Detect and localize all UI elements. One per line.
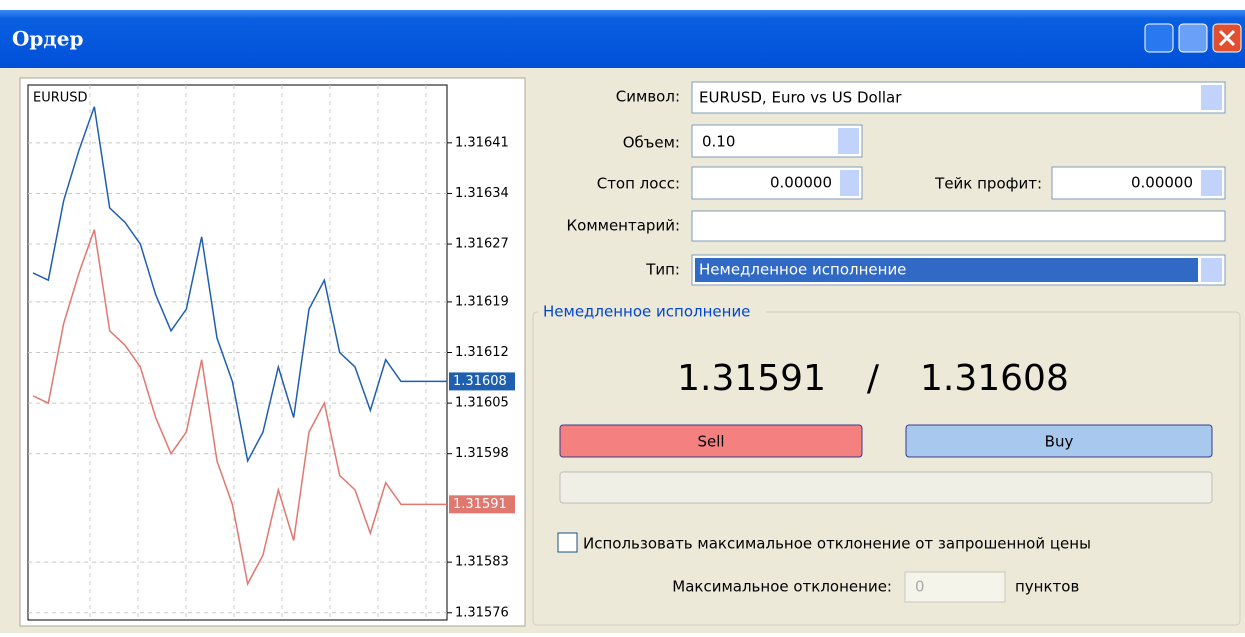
group-title: Немедленное исполнение (543, 303, 750, 321)
price-line (32, 229, 447, 587)
execution-group: Немедленное исполнение 1.31591 / 1.31608… (532, 302, 1241, 626)
price-tag (449, 372, 515, 391)
dropdown-arrow[interactable] (838, 128, 859, 154)
price-separator: / (867, 358, 880, 399)
type-highlight (695, 258, 1198, 282)
deviation-unit: пунктов (1015, 578, 1079, 596)
y-tick-label: 1.31619 (455, 294, 509, 309)
take-profit-input[interactable] (1051, 166, 1226, 200)
bid-price: 1.31591 (677, 358, 826, 399)
buy-button[interactable] (905, 424, 1213, 458)
stop-loss-value: 0.00000 (770, 174, 832, 192)
price-tag-label: 1.31608 (453, 374, 507, 389)
y-tick-label: 1.31641 (455, 135, 509, 150)
maximize-button[interactable] (1178, 23, 1208, 53)
stop-loss-label: Стоп лосс: (597, 175, 680, 193)
comment-label: Комментарий: (567, 217, 681, 235)
buy-label: Buy (1045, 433, 1074, 451)
dropdown-arrow[interactable] (1201, 258, 1222, 282)
spin-button[interactable] (840, 170, 859, 196)
y-tick-label: 1.31583 (455, 555, 509, 570)
take-profit-value: 0.00000 (1131, 174, 1193, 192)
form: Символ: EURUSD, Euro vs US Dollar Объем:… (567, 81, 1226, 286)
legend-bg (538, 302, 766, 322)
dropdown-arrow[interactable] (1201, 85, 1222, 110)
minimize-button[interactable] (1144, 23, 1174, 53)
window-title: Ордер (12, 27, 83, 51)
sell-label: Sell (697, 433, 724, 451)
y-tick-label: 1.31627 (455, 237, 509, 252)
volume-label: Объем: (623, 134, 680, 152)
deviation-checkbox[interactable] (557, 532, 578, 553)
volume-select[interactable] (691, 124, 863, 158)
price-tag-label: 1.31591 (453, 497, 507, 512)
stop-loss-input[interactable] (691, 166, 863, 200)
y-tick-label: 1.31576 (455, 605, 509, 620)
group-box (532, 311, 1241, 626)
deviation-input (904, 571, 1006, 603)
y-tick-label: 1.31598 (455, 446, 509, 461)
comment-input[interactable] (691, 210, 1226, 242)
y-tick-label: 1.31612 (455, 345, 509, 360)
type-label: Тип: (645, 261, 680, 279)
type-value: Немедленное исполнение (699, 261, 906, 279)
close-icon (1218, 29, 1236, 47)
take-profit-label: Тейк профит: (934, 175, 1042, 193)
ask-price: 1.31608 (920, 358, 1069, 399)
progress-bar (559, 471, 1213, 504)
symbol-value: EURUSD, Euro vs US Dollar (699, 89, 902, 107)
sell-button[interactable] (559, 424, 863, 458)
y-tick-label: 1.31634 (455, 186, 509, 201)
volume-value: 0.10 (702, 133, 735, 151)
deviation-checkbox-label: Использовать максимальное отклонение от … (583, 535, 1091, 553)
symbol-select[interactable] (691, 81, 1226, 114)
deviation-value: 0 (915, 578, 925, 596)
price-tag (449, 495, 515, 514)
title-bar (0, 10, 1245, 68)
chart: 1.31641 1.31634 1.31627 1.31619 1.31612 1.316… (28, 85, 515, 620)
spin-button[interactable] (1201, 170, 1222, 196)
symbol-label: Символ: (616, 88, 680, 106)
chart-title: EURUSD (33, 91, 88, 106)
y-tick-label: 1.31605 (455, 396, 509, 411)
top-strip (0, 0, 1245, 10)
price-line (32, 106, 447, 464)
deviation-label: Максимальное отклонение: (672, 578, 892, 596)
